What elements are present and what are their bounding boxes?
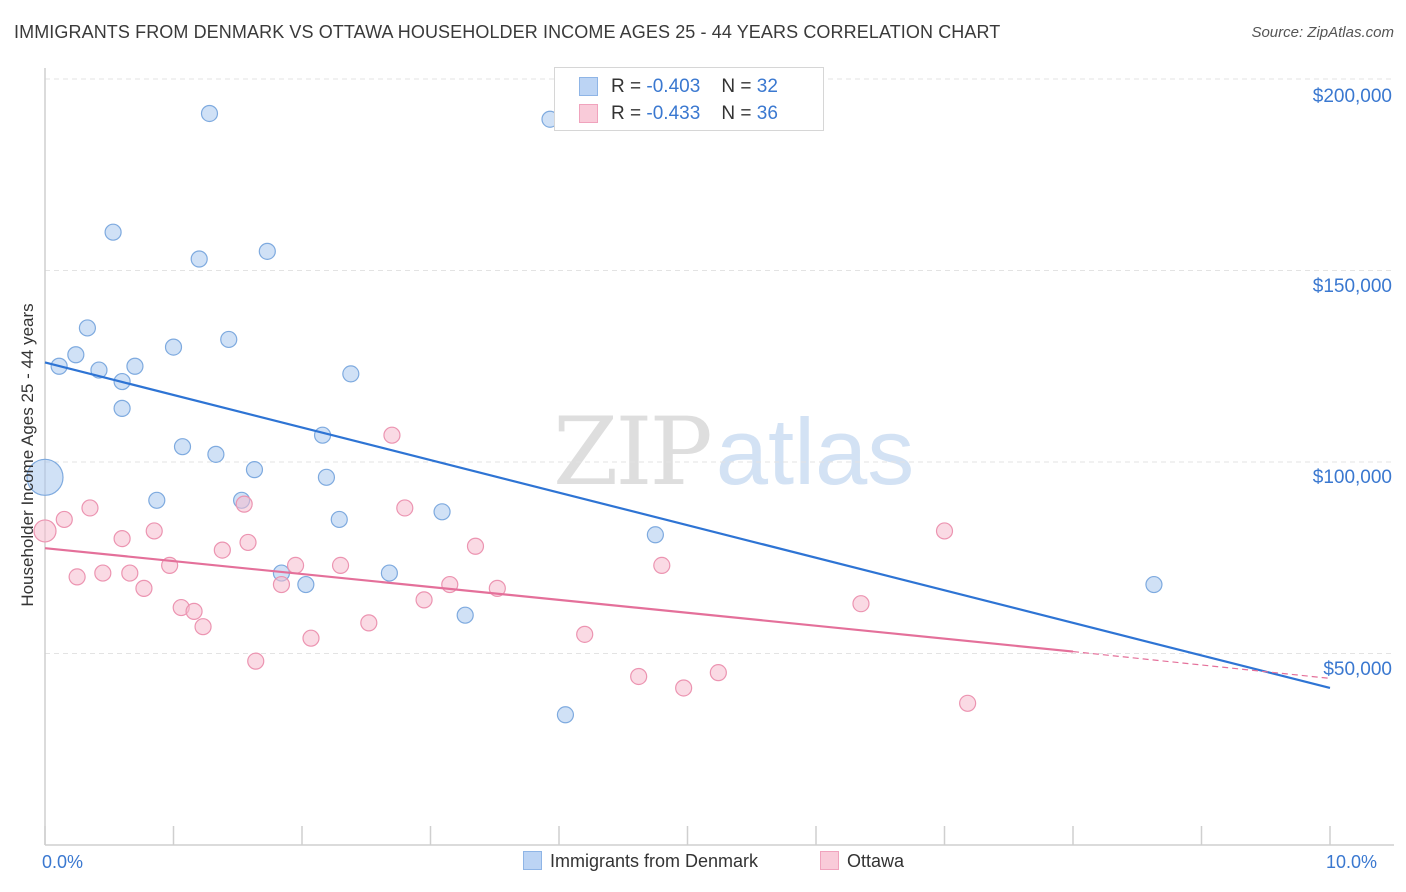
ottawa-point bbox=[235, 495, 253, 513]
ottawa-point bbox=[113, 529, 131, 548]
ottawa-point bbox=[852, 595, 870, 613]
denmark-point bbox=[556, 706, 575, 724]
denmark-point bbox=[148, 491, 166, 509]
legend-swatch-denmark bbox=[523, 851, 542, 870]
denmark-point bbox=[190, 250, 208, 268]
x-tick-label-max: 10.0% bbox=[1326, 852, 1378, 872]
ottawa-point bbox=[81, 499, 99, 517]
y-tick-label: $200,000 bbox=[1312, 86, 1392, 107]
ottawa-point bbox=[576, 625, 594, 643]
watermark-atlas: atlas bbox=[715, 399, 915, 504]
denmark-point bbox=[200, 104, 219, 123]
ottawa-point bbox=[247, 652, 265, 670]
r-value: -0.403 bbox=[646, 76, 701, 97]
source-label: Source: ZipAtlas.com bbox=[1251, 24, 1394, 41]
ottawa-point bbox=[239, 533, 257, 552]
ottawa-point bbox=[145, 522, 163, 540]
swatch-denmark bbox=[579, 77, 598, 96]
denmark-point bbox=[26, 458, 64, 496]
legend-item-denmark: Immigrants from Denmark bbox=[523, 851, 758, 872]
ottawa-point bbox=[121, 564, 139, 582]
ottawa-point bbox=[272, 575, 291, 594]
ottawa-point bbox=[675, 679, 693, 697]
ottawa-point bbox=[94, 564, 112, 582]
ottawa-point bbox=[709, 664, 727, 682]
ottawa-point bbox=[286, 556, 305, 575]
trendline-denmark bbox=[44, 361, 1331, 690]
denmark-point bbox=[173, 438, 192, 456]
legend-label-denmark: Immigrants from Denmark bbox=[550, 851, 759, 871]
ottawa-point bbox=[213, 541, 231, 559]
ottawa-point bbox=[135, 579, 153, 597]
x-tick-label-min: 0.0% bbox=[42, 852, 84, 872]
swatch-ottawa bbox=[579, 104, 598, 123]
ottawa-point bbox=[331, 556, 350, 575]
watermark-zip: ZIP bbox=[553, 398, 713, 507]
ottawa-point bbox=[194, 618, 212, 636]
denmark-point bbox=[113, 399, 131, 417]
denmark-point bbox=[297, 575, 315, 594]
ottawa-point bbox=[415, 591, 433, 609]
ottawa-point bbox=[185, 602, 203, 620]
denmark-point bbox=[456, 606, 474, 624]
ottawa-point bbox=[653, 556, 671, 575]
trendline-ottawa bbox=[44, 547, 1074, 653]
n-value: 32 bbox=[756, 76, 778, 97]
stats-legend: R = -0.403 N = 32 R = -0.433 N = 36 bbox=[554, 67, 824, 131]
ottawa-point bbox=[959, 694, 977, 712]
denmark-point bbox=[126, 357, 144, 375]
watermark: ZIPatlas bbox=[553, 398, 914, 507]
ottawa-point bbox=[383, 426, 401, 444]
ottawa-point bbox=[68, 568, 86, 586]
denmark-point bbox=[207, 445, 225, 463]
denmark-point bbox=[330, 510, 348, 529]
y-tick-label: $50,000 bbox=[1323, 659, 1392, 680]
n-label: N = bbox=[721, 76, 752, 97]
ottawa-point bbox=[935, 522, 954, 540]
denmark-point bbox=[78, 319, 97, 337]
denmark-point bbox=[380, 564, 398, 582]
ottawa-point bbox=[466, 537, 485, 555]
ottawa-point bbox=[302, 629, 320, 647]
denmark-point bbox=[646, 526, 664, 544]
denmark-point bbox=[67, 346, 85, 364]
denmark-point bbox=[164, 338, 183, 356]
n-label: N = bbox=[721, 103, 752, 124]
denmark-point bbox=[245, 461, 264, 479]
chart-title: IMMIGRANTS FROM DENMARK VS OTTAWA HOUSEH… bbox=[14, 22, 1001, 42]
r-value: -0.433 bbox=[646, 103, 701, 124]
ottawa-point bbox=[55, 510, 73, 529]
denmark-point bbox=[220, 330, 238, 349]
r-label: R = bbox=[611, 103, 642, 124]
ottawa-point bbox=[396, 499, 414, 517]
legend-label-ottawa: Ottawa bbox=[847, 851, 905, 871]
legend-swatch-ottawa bbox=[820, 851, 839, 870]
trendline-ottawa-extension bbox=[1072, 650, 1331, 679]
denmark-point bbox=[1145, 575, 1163, 594]
legend-item-ottawa: Ottawa bbox=[820, 851, 904, 872]
denmark-point bbox=[342, 365, 360, 383]
y-tick-label: $100,000 bbox=[1312, 467, 1392, 488]
r-label: R = bbox=[611, 76, 642, 97]
denmark-point bbox=[258, 242, 276, 260]
ottawa-point bbox=[630, 667, 648, 686]
denmark-point bbox=[317, 468, 336, 486]
denmark-point bbox=[433, 503, 451, 521]
ottawa-point bbox=[360, 614, 378, 632]
y-axis-label: Householder Income Ages 25 - 44 years bbox=[18, 303, 37, 607]
y-tick-label: $150,000 bbox=[1312, 276, 1392, 297]
n-value: 36 bbox=[756, 103, 778, 124]
ottawa-point bbox=[33, 519, 57, 543]
denmark-point bbox=[104, 223, 122, 241]
